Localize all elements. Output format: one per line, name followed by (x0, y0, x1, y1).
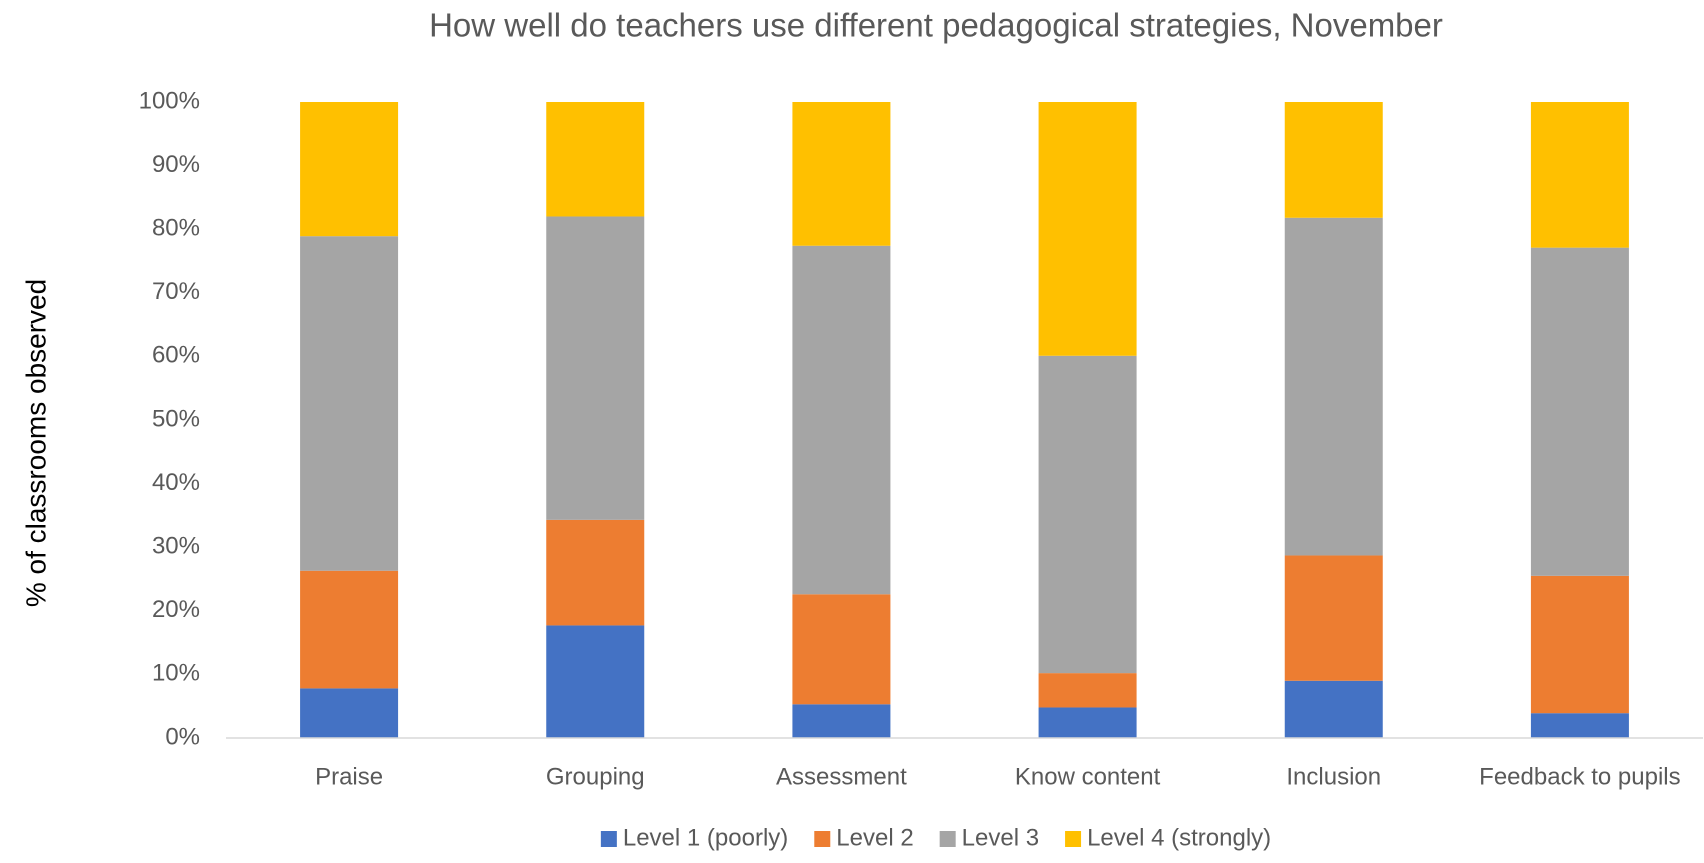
bar-segment (1530, 102, 1629, 248)
y-tick-label: 70% (152, 278, 200, 305)
legend-label: Level 4 (strongly) (1087, 824, 1271, 851)
legend-swatch (600, 831, 617, 847)
x-tick-label: Know content (1015, 763, 1161, 790)
bar-segment (1038, 102, 1137, 356)
x-tick-label: Assessment (776, 763, 907, 790)
bar-segment (1284, 555, 1383, 681)
y-tick-label: 20% (152, 596, 200, 623)
y-tick-label: 10% (152, 660, 200, 687)
bar-segment (1284, 102, 1383, 218)
bar-segment (1530, 247, 1629, 576)
bar-segment (546, 625, 645, 738)
legend-swatch (814, 831, 831, 847)
legend-swatch (1065, 831, 1082, 847)
y-tick-label: 90% (152, 151, 200, 178)
bar-segment (1038, 707, 1137, 738)
legend-swatch (939, 831, 956, 847)
bar-segment (300, 570, 399, 689)
bar-segment (300, 236, 399, 571)
y-tick-label: 0% (165, 723, 200, 750)
x-tick-label: Praise (315, 763, 383, 790)
y-tick-label: 60% (152, 342, 200, 369)
bar-segment (1284, 217, 1383, 556)
bar-segment (546, 519, 645, 626)
legend-label: Level 1 (poorly) (623, 824, 788, 851)
y-tick-label: 80% (152, 215, 200, 242)
y-tick-label: 40% (152, 469, 200, 496)
chart-title: How well do teachers use different pedag… (429, 7, 1443, 44)
bar-segment (1530, 713, 1629, 738)
bar-segment (792, 245, 891, 595)
bar-segment (546, 216, 645, 520)
bar-segment (1038, 673, 1137, 708)
bar-segment (300, 688, 399, 738)
bar-segment (1530, 575, 1629, 714)
bar-segment (546, 102, 645, 217)
x-tick-label: Inclusion (1286, 763, 1381, 790)
bar-segment (792, 594, 891, 705)
bar-segment (792, 704, 891, 738)
y-tick-label: 50% (152, 405, 200, 432)
bar-segment (1038, 355, 1137, 674)
y-axis-label: % of classrooms observed (20, 279, 51, 607)
y-tick-label: 100% (139, 87, 200, 114)
x-tick-label: Grouping (546, 763, 645, 790)
x-tick-label: Feedback to pupils (1479, 763, 1680, 790)
bar-segment (1284, 680, 1383, 738)
legend-label: Level 3 (962, 824, 1039, 851)
bar-segment (300, 102, 399, 237)
legend-label: Level 2 (836, 824, 913, 851)
bar-segment (792, 102, 891, 246)
y-tick-label: 30% (152, 533, 200, 560)
